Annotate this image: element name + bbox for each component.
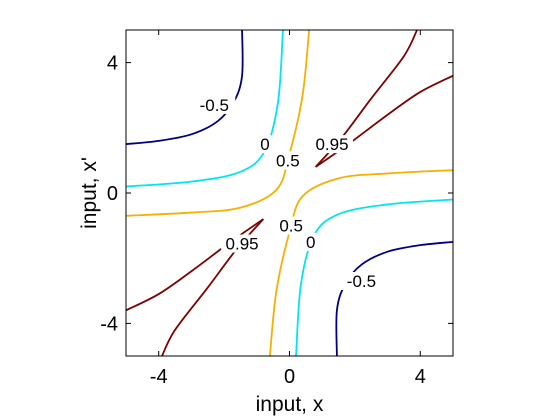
contour-line-1-0	[125, 29, 284, 188]
contour-label-3-0: 0.95	[315, 135, 348, 154]
contour-label-bg-2-0	[271, 151, 305, 170]
contour-label-1-0: 0	[260, 135, 269, 154]
contour-label-bg-3-1	[221, 234, 264, 253]
x-tick-label-0: -4	[150, 366, 168, 388]
contour-label-bg-1-0	[258, 135, 272, 154]
plot-frame	[125, 29, 454, 357]
contour-label-1-1: 0	[306, 233, 315, 252]
contour-label-bg-2-1	[274, 216, 308, 235]
x-tick-label-1: 0	[284, 366, 295, 388]
contour-lines	[125, 29, 454, 357]
contour-line-0-0	[125, 29, 244, 145]
contour-label-bg-0-1	[340, 272, 383, 291]
axis-tick-labels: -4 0 4 -4 0 4	[100, 53, 426, 388]
y-axis-label: input, x'	[78, 157, 101, 229]
contour-label-0-0: -0.5	[200, 96, 229, 115]
contour-label-bg-3-0	[311, 135, 354, 154]
axis-ticks	[126, 30, 453, 356]
contour-label-2-1: 0.5	[279, 217, 303, 236]
y-tick-label-0: -4	[100, 313, 118, 335]
contour-label-2-0: 0.5	[276, 151, 300, 170]
x-tick-label-2: 4	[415, 366, 426, 388]
contour-line-2-0	[125, 29, 311, 217]
contour-line-3-3	[125, 218, 264, 312]
contour-label-bg-1-1	[304, 232, 318, 251]
y-tick-label-2: 4	[107, 53, 118, 75]
contour-label-0-1: -0.5	[347, 272, 376, 291]
contour-line-2-1	[268, 169, 454, 357]
contour-label-bg-0-0	[193, 95, 236, 114]
contour-label-3-1: 0.95	[226, 235, 259, 254]
contour-line-0-1	[335, 241, 454, 357]
y-tick-label-1: 0	[107, 183, 118, 205]
x-axis-label: input, x	[256, 393, 324, 416]
contour-line-1-1	[295, 198, 454, 357]
